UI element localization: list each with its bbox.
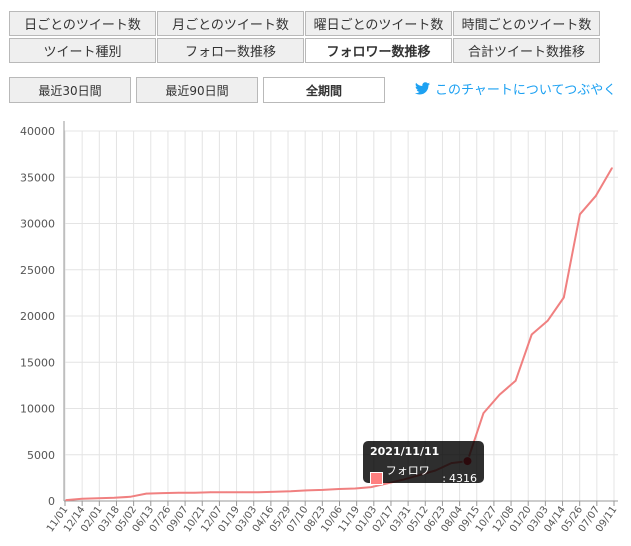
- y-tick-label: 5000: [27, 449, 55, 462]
- tweet-about-chart-label: このチャートについてつぶやく: [435, 83, 617, 98]
- tweet-about-chart-link[interactable]: このチャートについてつぶやく: [415, 79, 616, 98]
- y-tick-label: 25000: [20, 264, 55, 277]
- tab-weekday-tweets[interactable]: 曜日ごとのツイート数: [305, 11, 452, 36]
- y-tick-label: 30000: [20, 218, 55, 231]
- data-point: [113, 496, 115, 499]
- range-all-time-button[interactable]: 全期間: [263, 77, 385, 103]
- y-tick-label: 0: [48, 495, 55, 508]
- tab-following-trend[interactable]: フォロー数推移: [157, 38, 304, 63]
- data-point: [514, 379, 517, 382]
- data-point: [257, 491, 260, 494]
- range-last-90-days-button[interactable]: 最近90日間: [136, 77, 258, 103]
- tab-monthly-tweets[interactable]: 月ごとのツイート数: [157, 11, 304, 36]
- data-point: [273, 490, 276, 493]
- data-point: [145, 492, 148, 495]
- data-point: [530, 333, 533, 336]
- data-point: [290, 490, 292, 493]
- chart-grid: [64, 130, 618, 502]
- tooltip-value: 4316: [449, 471, 477, 485]
- y-axis: 0 5000 10000 15000 20000 25000 30000 35000 40000: [20, 121, 65, 508]
- data-point: [97, 497, 99, 500]
- y-tick-label: 35000: [20, 171, 55, 184]
- data-point: [482, 412, 485, 414]
- y-tick-label: 40000: [20, 125, 55, 138]
- twitter-bird-icon: [415, 82, 430, 95]
- range-last-30-days-button[interactable]: 最近30日間: [9, 77, 131, 103]
- data-point: [65, 499, 67, 501]
- data-point: [546, 319, 549, 322]
- tooltip-colon: :: [442, 471, 446, 485]
- tooltip-legend-swatch: [370, 471, 383, 485]
- data-point: [370, 486, 372, 488]
- data-point: [498, 393, 501, 396]
- data-point: [129, 496, 132, 498]
- data-point: [177, 491, 180, 494]
- tooltip-date: 2021/11/11: [370, 445, 440, 458]
- tab-tweet-type[interactable]: ツイート種別: [9, 38, 156, 63]
- data-point: [611, 167, 613, 169]
- followers-line-chart: 0 5000 10000 15000 20000 25000 30000 35000 40000…: [20, 121, 619, 534]
- data-point: [306, 489, 308, 492]
- tab-daily-tweets[interactable]: 日ごとのツイート数: [9, 11, 156, 36]
- data-point: [338, 488, 340, 490]
- data-point: [595, 194, 597, 197]
- tab-total-tweets-trend[interactable]: 合計ツイート数推移: [453, 38, 600, 63]
- x-axis: 11/0112/1402/0103/1805/0206/1307/2609/07…: [45, 500, 619, 534]
- data-point: [322, 489, 324, 491]
- tab-hourly-tweets[interactable]: 時間ごとのツイート数: [453, 11, 600, 36]
- tab-followers-trend[interactable]: フォロワー数推移: [305, 38, 452, 63]
- y-tick-label: 20000: [20, 310, 55, 323]
- data-point: [354, 487, 356, 490]
- data-point: [161, 492, 164, 494]
- data-point: [563, 296, 565, 299]
- data-point: [241, 491, 244, 494]
- data-point: [225, 491, 228, 494]
- data-point: [386, 482, 388, 485]
- tooltip-series-name: フォロワー: [385, 464, 430, 493]
- data-point: [579, 213, 581, 216]
- data-point: [209, 491, 212, 494]
- chart-tooltip: 2021/11/11 フォロワー : 4316: [363, 441, 484, 493]
- y-tick-label: 15000: [20, 356, 55, 369]
- data-point: [193, 491, 196, 494]
- y-tick-label: 10000: [20, 403, 55, 416]
- data-point: [81, 497, 83, 500]
